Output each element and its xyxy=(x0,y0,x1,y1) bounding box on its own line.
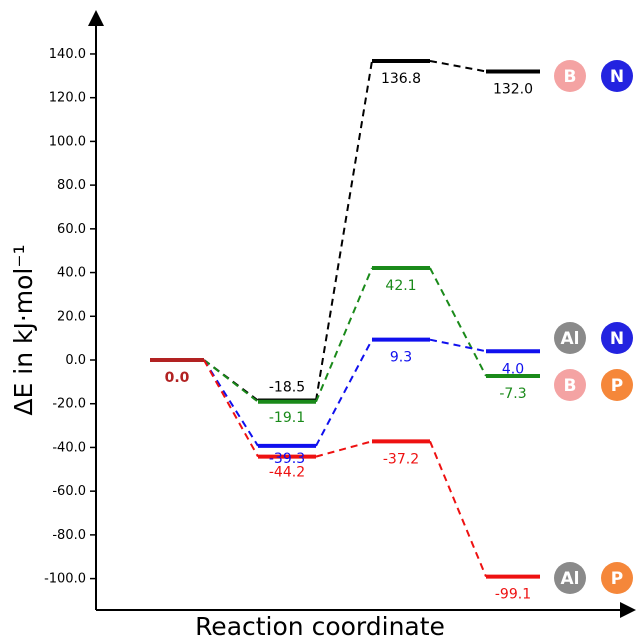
connector-al-p xyxy=(203,359,259,458)
level-label-start: 0.0 xyxy=(165,370,190,386)
y-tick-label: -20.0 xyxy=(52,397,86,412)
atom-al-label: Al xyxy=(561,329,580,349)
energy-level-labels: 0.0 -18.5 136.8 132.0 -19.1 42.1 -7.3 -39.3 9.3 4… xyxy=(165,71,533,603)
atom-al-label: Al xyxy=(561,569,580,589)
connector-al-p xyxy=(315,440,373,458)
series-connectors xyxy=(203,59,487,578)
level-label-al-n: 9.3 xyxy=(390,350,412,366)
y-tick-label: 140.0 xyxy=(49,47,86,62)
y-tick-label: 60.0 xyxy=(57,222,86,237)
y-axis-ticks: 140.0 120.0 100.0 80.0 60.0 40.0 20.0 0.0 -20.0 -… xyxy=(44,47,96,587)
y-tick-label: 100.0 xyxy=(49,134,86,149)
level-label-al-n: -39.3 xyxy=(269,451,305,467)
y-tick-label: -80.0 xyxy=(52,528,86,543)
atom-p-label: P xyxy=(611,569,623,589)
atom-n-label: N xyxy=(610,67,624,87)
energy-levels xyxy=(150,58,540,579)
level-label-al-p: -99.1 xyxy=(495,587,531,603)
connector-b-p xyxy=(315,267,373,403)
connector-al-n xyxy=(315,339,373,447)
atom-n-icon xyxy=(601,322,633,354)
atom-pair-legend: B N B P Al N Al P xyxy=(554,60,633,594)
connector-b-n xyxy=(203,359,259,402)
y-axis-title: ΔE in kJ·mol⁻¹ xyxy=(9,244,38,415)
atom-n-icon xyxy=(601,60,633,92)
level-label-b-p: -7.3 xyxy=(499,386,526,402)
atom-b-label: B xyxy=(564,67,577,87)
connector-al-p xyxy=(429,440,487,578)
atom-b-icon xyxy=(554,369,586,401)
level-label-al-p: -44.2 xyxy=(269,465,305,481)
x-axis-title: Reaction coordinate xyxy=(195,612,445,641)
level-label-b-p: 42.1 xyxy=(385,278,416,294)
y-tick-label: -100.0 xyxy=(44,572,86,587)
atom-p-label: P xyxy=(611,376,623,396)
level-label-b-n: -18.5 xyxy=(269,379,305,395)
atom-p-icon xyxy=(601,369,633,401)
y-tick-label: 40.0 xyxy=(57,266,86,281)
connector-b-p xyxy=(429,267,487,377)
atom-n-label: N xyxy=(610,329,624,349)
atom-al-icon xyxy=(554,562,586,594)
level-label-al-p: -37.2 xyxy=(383,451,419,467)
y-tick-label: 80.0 xyxy=(57,178,86,193)
y-tick-label: 0.0 xyxy=(65,353,86,368)
atom-p-icon xyxy=(601,562,633,594)
connector-b-p xyxy=(203,359,259,403)
atom-b-icon xyxy=(554,60,586,92)
connector-b-n xyxy=(315,60,373,401)
atom-b-label: B xyxy=(564,376,577,396)
level-label-b-n: 136.8 xyxy=(381,71,421,87)
atom-al-icon xyxy=(554,322,586,354)
level-label-b-n: 132.0 xyxy=(493,81,533,97)
y-tick-label: 20.0 xyxy=(57,309,86,324)
level-label-al-n: 4.0 xyxy=(502,361,524,377)
y-tick-label: 120.0 xyxy=(49,91,86,106)
y-tick-label: -40.0 xyxy=(52,440,86,455)
connector-al-n xyxy=(429,338,487,353)
level-label-b-p: -19.1 xyxy=(269,410,305,426)
y-tick-label: -60.0 xyxy=(52,484,86,499)
connector-b-n xyxy=(429,59,487,73)
